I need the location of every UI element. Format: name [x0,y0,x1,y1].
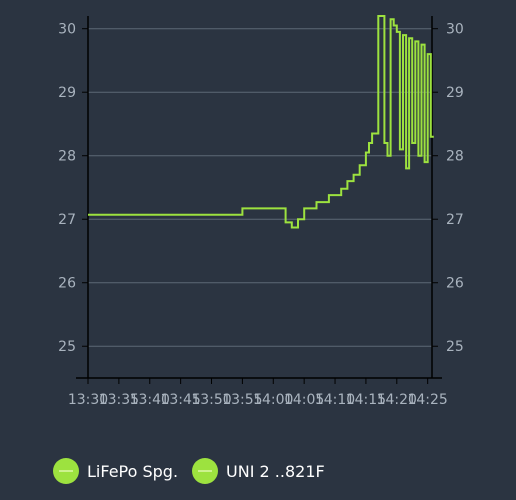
y-tick-label-left: 30 [58,22,76,38]
legend-swatch-icon [192,458,219,484]
series-line-0 [88,15,434,229]
x-tick-label: 14:25 [407,392,447,408]
y-tick-label-right: 28 [446,149,464,165]
x-tick-label: 13:45 [160,392,200,408]
x-tick-label: 13:40 [130,392,170,408]
y-tick-label-right: 30 [446,22,464,38]
x-tick-label: 13:55 [222,392,262,408]
y-tick-label-left: 28 [58,149,76,165]
x-tick-label: 14:20 [377,392,417,408]
x-tick-label: 14:10 [315,392,355,408]
legend-item-lifepo[interactable]: LiFePo Spg. [53,458,178,484]
x-tick-label: 13:50 [191,392,231,408]
grid-layer [88,28,432,347]
legend-item-uni2[interactable]: UNI 2 ..821F [192,458,325,484]
legend-label: UNI 2 ..821F [226,461,325,481]
x-tick-label: 14:15 [346,392,386,408]
x-tick-label: 14:05 [284,392,324,408]
y-tick-label-left: 25 [58,339,76,355]
legend-swatch-icon [53,458,79,484]
legend-label: LiFePo Spg. [87,461,179,481]
y-tick-label-right: 29 [446,85,464,101]
x-tick-label: 13:35 [99,392,139,408]
y-tick-label-left: 27 [58,212,76,228]
x-tick-label: 13:30 [68,392,108,408]
y-tick-label-left: 26 [58,276,76,292]
y-tick-label-right: 25 [446,339,464,355]
axes-layer [76,16,442,384]
y-tick-label-right: 27 [446,212,464,228]
series-layer [88,15,434,229]
x-tick-label: 14:00 [253,392,293,408]
y-tick-label-right: 26 [446,276,464,292]
y-tick-label-left: 29 [58,85,76,101]
legend: LiFePo Spg. UNI 2 ..821F [53,455,325,487]
